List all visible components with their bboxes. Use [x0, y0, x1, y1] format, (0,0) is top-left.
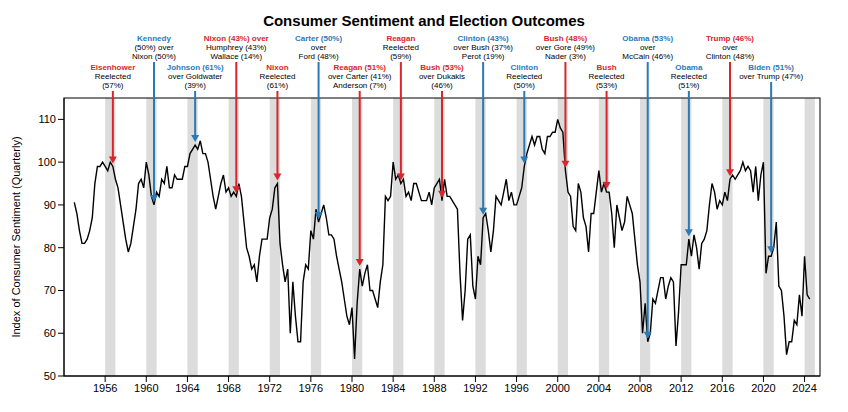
svg-text:Bush: Bush	[597, 63, 617, 72]
svg-text:Obama: Obama	[675, 63, 703, 72]
svg-text:(50%): (50%)	[514, 81, 536, 90]
svg-text:1968: 1968	[216, 382, 240, 394]
svg-text:Reelected: Reelected	[259, 72, 295, 81]
svg-text:Reelected: Reelected	[383, 43, 419, 52]
svg-text:Index of Consumer Sentiment (Q: Index of Consumer Sentiment (Quarterly)	[10, 136, 22, 337]
svg-text:Trump (46%): Trump (46%)	[706, 34, 754, 43]
svg-text:over Gore (49%): over Gore (49%)	[536, 43, 595, 52]
svg-text:1992: 1992	[463, 382, 487, 394]
svg-text:Perot (19%): Perot (19%)	[462, 52, 505, 61]
svg-text:Clinton: Clinton	[511, 63, 539, 72]
svg-text:1984: 1984	[381, 382, 405, 394]
svg-text:Anderson (7%): Anderson (7%)	[333, 81, 387, 90]
svg-text:2016: 2016	[710, 382, 734, 394]
svg-text:over: over	[311, 43, 327, 52]
svg-text:Nader (3%): Nader (3%)	[545, 52, 586, 61]
svg-text:Humphrey (43%): Humphrey (43%)	[206, 43, 267, 52]
svg-text:1956: 1956	[93, 382, 117, 394]
svg-text:1960: 1960	[134, 382, 158, 394]
svg-text:Wallace (14%): Wallace (14%)	[210, 52, 262, 61]
svg-text:70: 70	[44, 284, 56, 296]
svg-text:over Carter (41%): over Carter (41%)	[328, 72, 392, 81]
svg-text:Nixon (43%) over: Nixon (43%) over	[204, 34, 269, 43]
svg-text:1964: 1964	[175, 382, 199, 394]
svg-text:90: 90	[44, 199, 56, 211]
svg-text:Nixon: Nixon	[266, 63, 288, 72]
svg-text:1972: 1972	[257, 382, 281, 394]
svg-text:Reagan: Reagan	[386, 34, 415, 43]
svg-text:Johnson (61%): Johnson (61%)	[167, 63, 224, 72]
svg-text:Kennedy: Kennedy	[137, 34, 171, 43]
svg-text:Bush (53%): Bush (53%)	[420, 63, 464, 72]
svg-text:(46%): (46%)	[431, 81, 453, 90]
svg-text:Obama (53%): Obama (53%)	[622, 34, 673, 43]
svg-text:(39%): (39%)	[184, 81, 206, 90]
svg-text:1988: 1988	[422, 382, 446, 394]
svg-text:2004: 2004	[587, 382, 611, 394]
svg-text:over Dukakis: over Dukakis	[419, 72, 465, 81]
svg-text:60: 60	[44, 327, 56, 339]
svg-text:Clinton (48%): Clinton (48%)	[706, 52, 755, 61]
svg-text:over: over	[640, 43, 656, 52]
svg-text:2012: 2012	[669, 382, 693, 394]
svg-text:2008: 2008	[628, 382, 652, 394]
svg-text:1976: 1976	[299, 382, 323, 394]
svg-text:Nixon (50%): Nixon (50%)	[132, 52, 176, 61]
svg-text:1980: 1980	[340, 382, 364, 394]
svg-text:110: 110	[38, 113, 56, 125]
svg-text:Reelected: Reelected	[506, 72, 542, 81]
svg-text:Reelected: Reelected	[589, 72, 625, 81]
svg-text:(50%) over: (50%) over	[134, 43, 173, 52]
svg-text:(59%): (59%)	[390, 52, 412, 61]
svg-text:over Trump (47%): over Trump (47%)	[739, 72, 803, 81]
svg-text:(57%): (57%)	[102, 81, 124, 90]
svg-text:Biden (51%): Biden (51%)	[748, 63, 794, 72]
svg-text:Reelected: Reelected	[95, 72, 131, 81]
svg-text:Clinton (43%): Clinton (43%)	[458, 34, 509, 43]
svg-text:Reagan (51%): Reagan (51%)	[333, 63, 386, 72]
svg-text:(53%): (53%)	[596, 81, 618, 90]
svg-text:2024: 2024	[792, 382, 816, 394]
svg-text:50: 50	[44, 370, 56, 382]
svg-text:Consumer Sentiment and Electio: Consumer Sentiment and Election Outcomes	[263, 12, 585, 29]
svg-text:2000: 2000	[545, 382, 569, 394]
svg-text:Reelected: Reelected	[671, 72, 707, 81]
svg-text:Carter (50%): Carter (50%)	[295, 34, 342, 43]
svg-text:McCain (46%): McCain (46%)	[622, 52, 673, 61]
svg-text:2020: 2020	[751, 382, 775, 394]
svg-text:over Goldwater: over Goldwater	[168, 72, 223, 81]
svg-text:(61%): (61%)	[267, 81, 289, 90]
svg-text:(51%): (51%)	[678, 81, 700, 90]
svg-text:Eisenhower: Eisenhower	[90, 63, 135, 72]
svg-text:1996: 1996	[504, 382, 528, 394]
svg-text:Bush (48%): Bush (48%)	[544, 34, 588, 43]
svg-text:80: 80	[44, 242, 56, 254]
svg-text:over: over	[722, 43, 738, 52]
svg-text:over Bush (37%): over Bush (37%)	[453, 43, 513, 52]
svg-text:Ford (48%): Ford (48%)	[299, 52, 339, 61]
svg-text:100: 100	[38, 156, 56, 168]
